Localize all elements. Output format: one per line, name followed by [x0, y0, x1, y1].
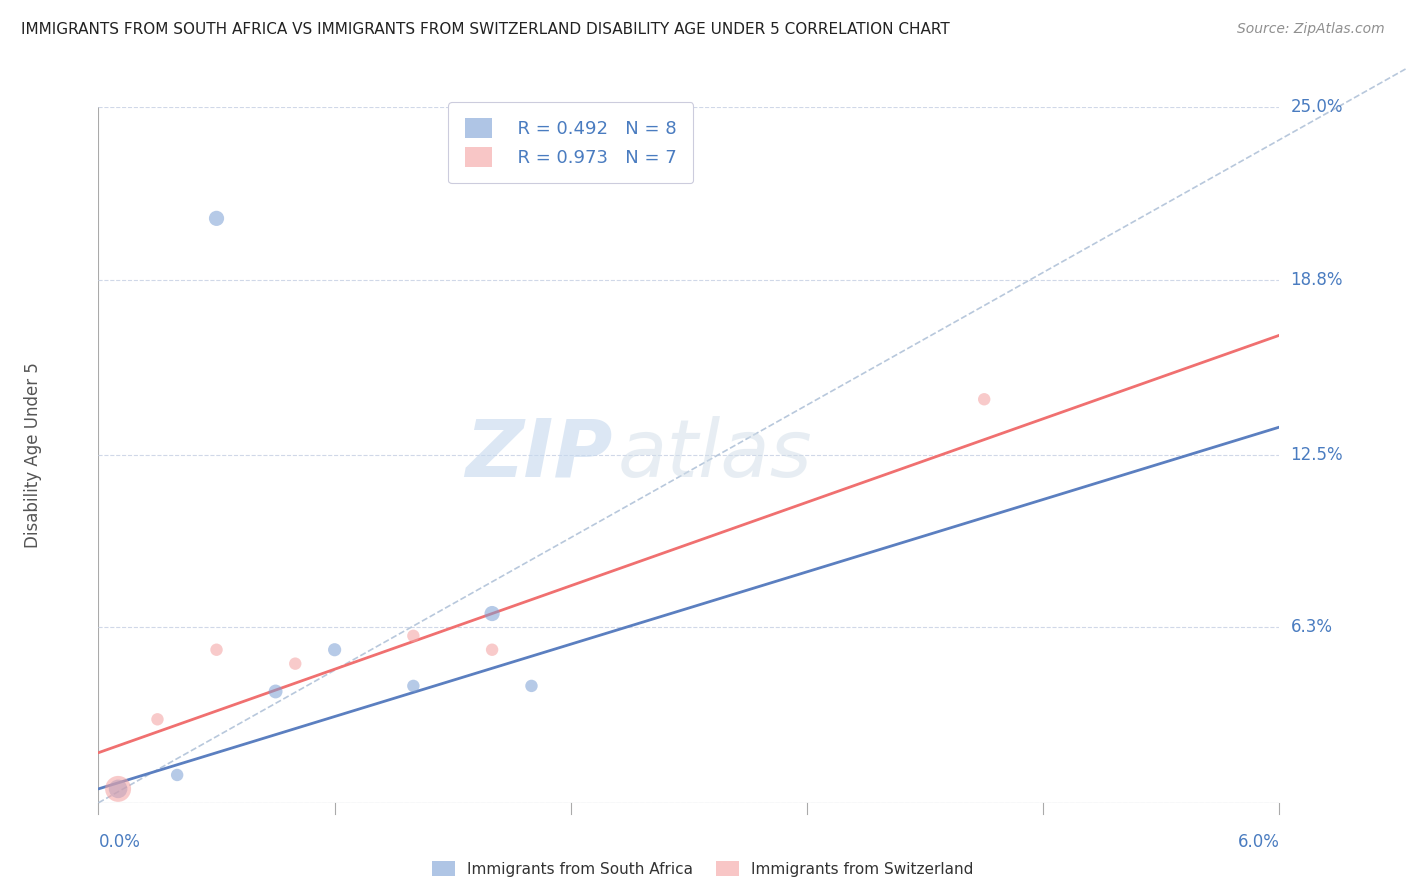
- Text: 0.0%: 0.0%: [98, 833, 141, 851]
- Point: [481, 607, 503, 621]
- Legend: Immigrants from South Africa, Immigrants from Switzerland: Immigrants from South Africa, Immigrants…: [425, 853, 981, 884]
- Text: 6.0%: 6.0%: [1237, 833, 1279, 851]
- Point: [205, 211, 228, 226]
- Text: 12.5%: 12.5%: [1291, 446, 1343, 464]
- Point: [481, 642, 503, 657]
- Text: IMMIGRANTS FROM SOUTH AFRICA VS IMMIGRANTS FROM SWITZERLAND DISABILITY AGE UNDER: IMMIGRANTS FROM SOUTH AFRICA VS IMMIGRAN…: [21, 22, 950, 37]
- Text: Source: ZipAtlas.com: Source: ZipAtlas.com: [1237, 22, 1385, 37]
- Point: [146, 712, 169, 726]
- Point: [323, 642, 346, 657]
- Point: [973, 392, 995, 407]
- Point: [205, 642, 228, 657]
- Legend:   R = 0.492   N = 8,   R = 0.973   N = 7: R = 0.492 N = 8, R = 0.973 N = 7: [449, 103, 693, 184]
- Point: [520, 679, 543, 693]
- Text: 18.8%: 18.8%: [1291, 270, 1343, 289]
- Point: [402, 629, 425, 643]
- Text: 6.3%: 6.3%: [1291, 618, 1333, 637]
- Point: [402, 679, 425, 693]
- Point: [107, 781, 129, 796]
- Text: ZIP: ZIP: [465, 416, 612, 494]
- Text: atlas: atlas: [619, 416, 813, 494]
- Point: [107, 781, 129, 796]
- Point: [264, 684, 287, 698]
- Text: Disability Age Under 5: Disability Age Under 5: [24, 362, 42, 548]
- Point: [284, 657, 307, 671]
- Text: 25.0%: 25.0%: [1291, 98, 1343, 116]
- Point: [166, 768, 188, 782]
